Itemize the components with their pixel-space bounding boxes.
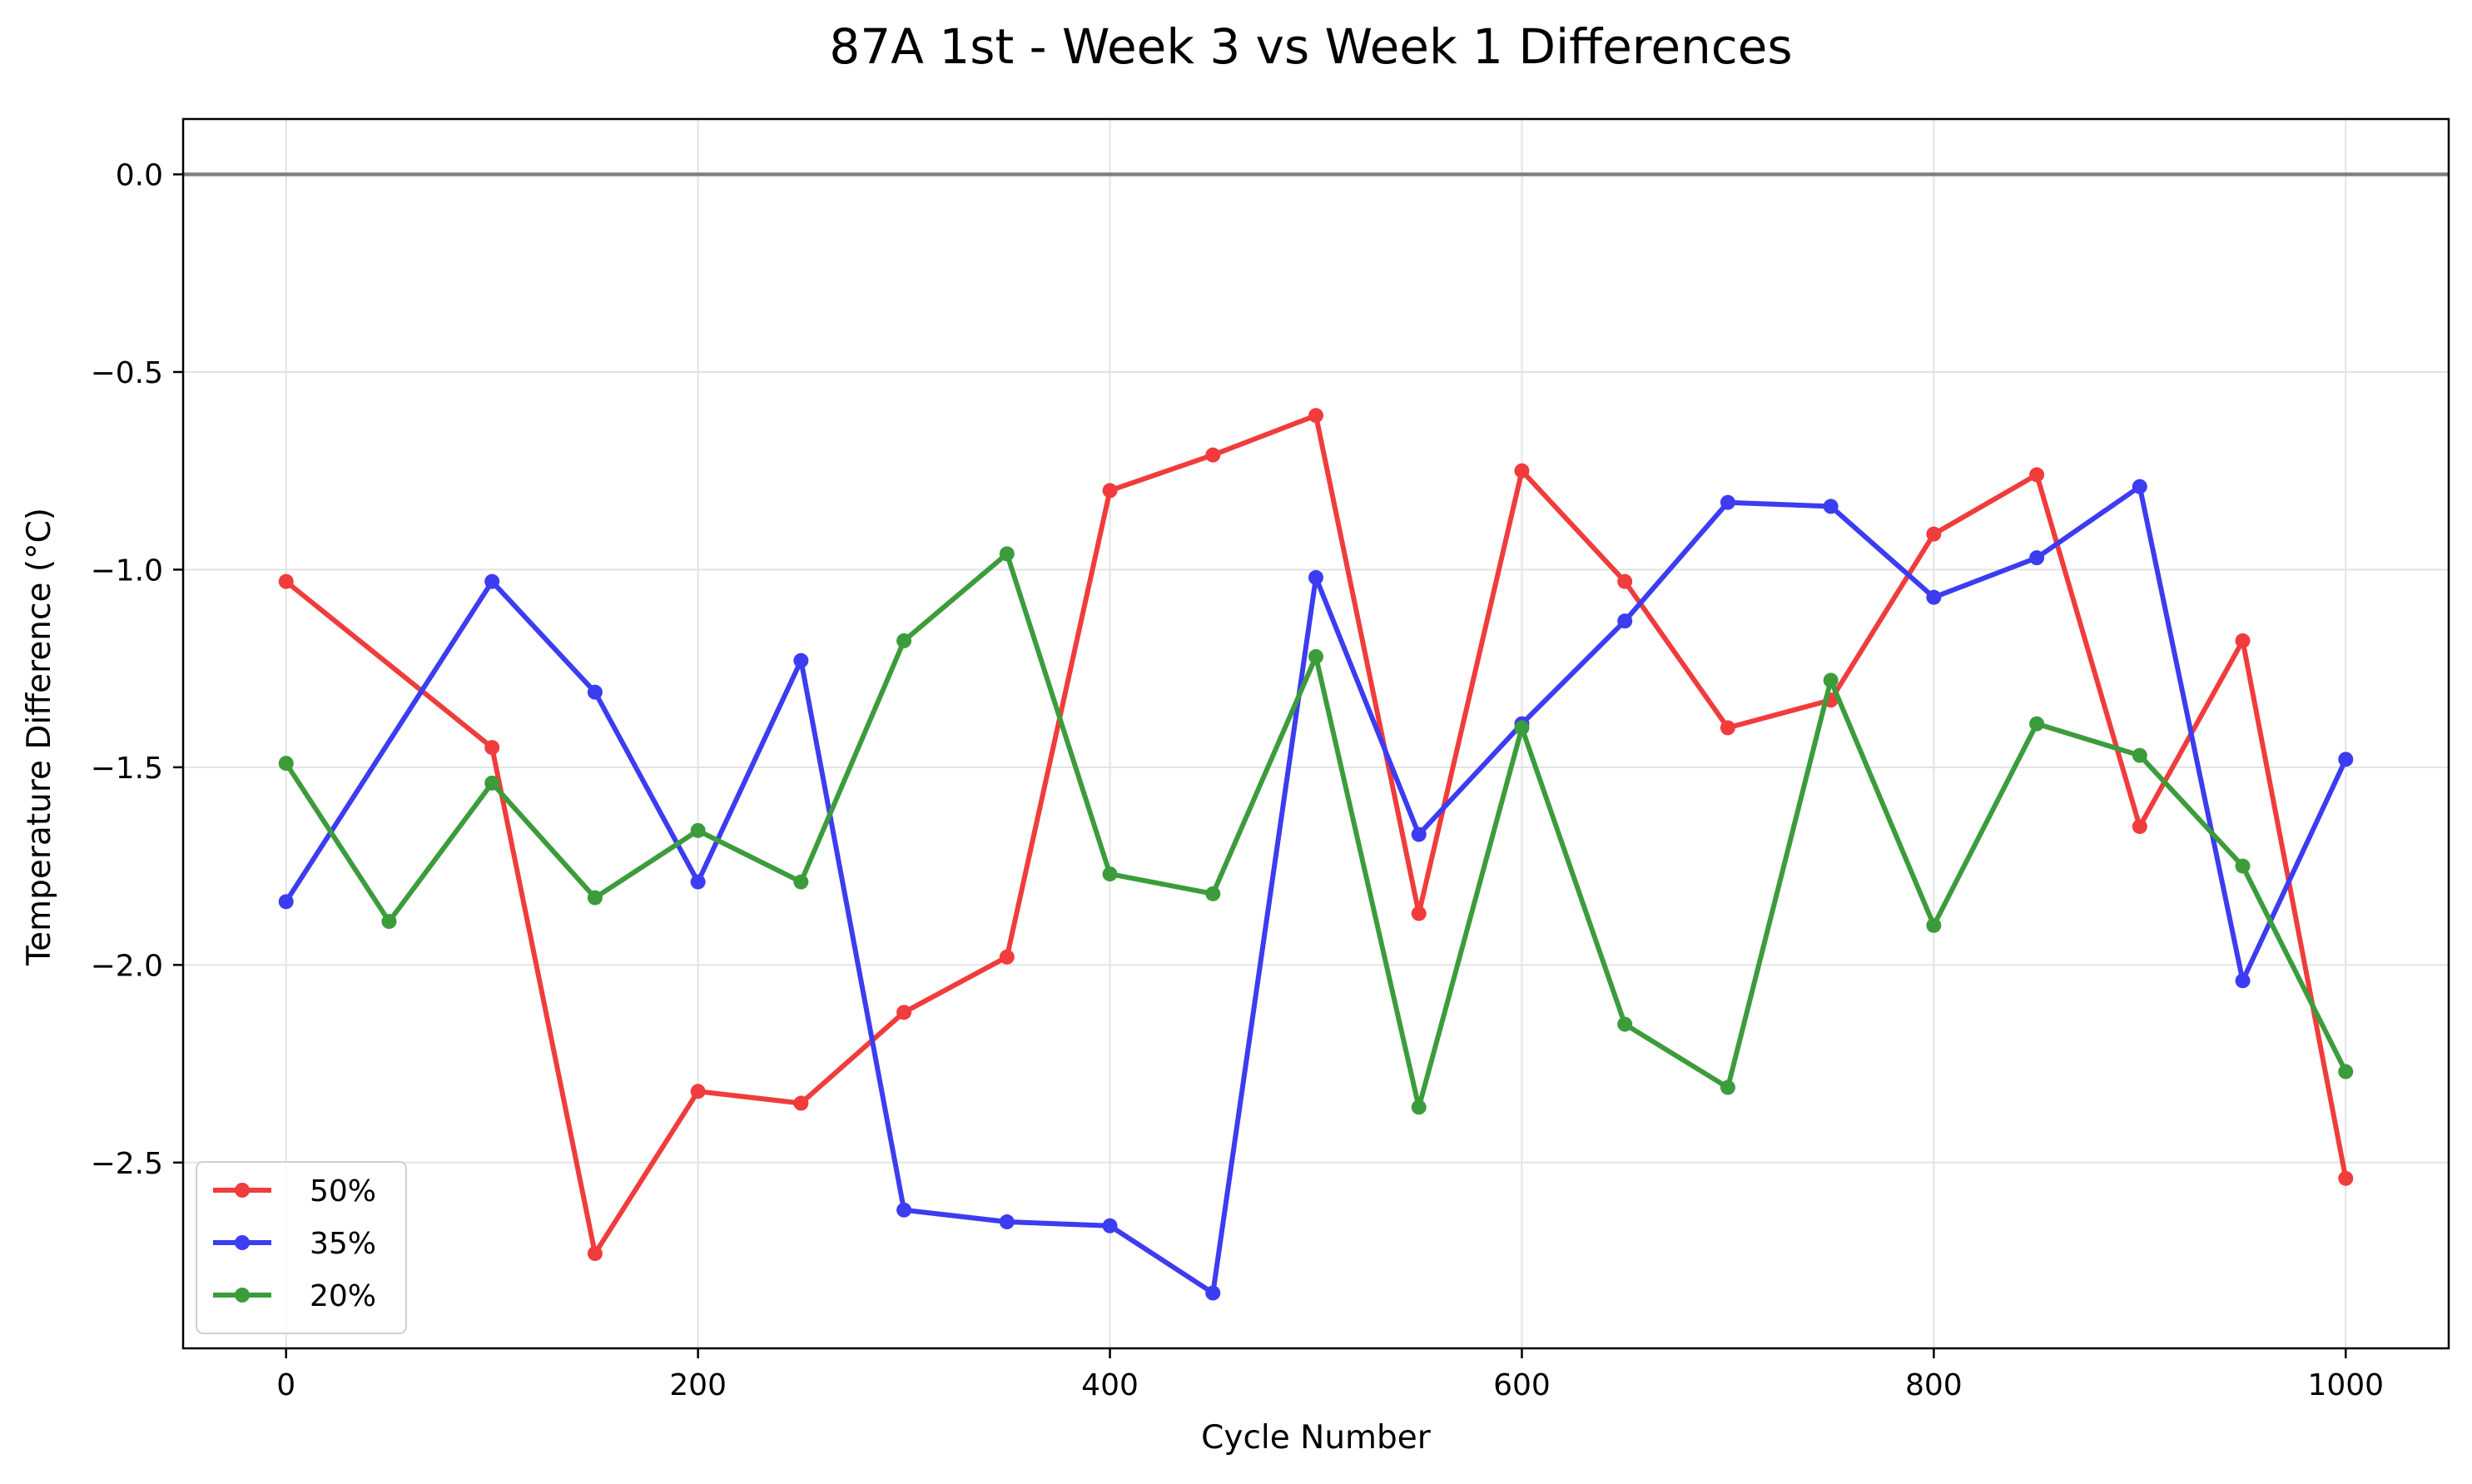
- y-tick-label: −2.0: [91, 949, 163, 983]
- data-point: [484, 775, 500, 791]
- chart-title: 87A 1st - Week 3 vs Week 1 Differences: [829, 18, 1792, 75]
- y-tick-label: −1.5: [91, 752, 163, 786]
- data-point: [999, 546, 1015, 562]
- data-point: [484, 740, 500, 756]
- x-tick-label: 600: [1493, 1368, 1551, 1402]
- legend-marker: [235, 1183, 250, 1198]
- x-tick-label: 0: [276, 1368, 295, 1402]
- y-axis-label: Temperature Difference (°C): [21, 508, 58, 966]
- data-point: [1411, 826, 1427, 842]
- x-tick-label: 400: [1081, 1368, 1139, 1402]
- data-point: [1720, 494, 1735, 510]
- data-point: [1102, 483, 1118, 499]
- y-tick-label: −2.5: [91, 1147, 163, 1181]
- data-point: [1514, 720, 1530, 736]
- data-point: [1308, 569, 1323, 585]
- legend-box: [196, 1161, 407, 1334]
- data-point: [381, 914, 397, 930]
- legend-label: 20%: [310, 1279, 376, 1313]
- data-point: [1102, 866, 1118, 882]
- data-point: [1411, 1099, 1427, 1115]
- data-point: [1411, 906, 1427, 921]
- data-point: [896, 633, 912, 648]
- data-point: [278, 573, 294, 589]
- data-point: [2338, 752, 2354, 767]
- data-point: [793, 874, 809, 890]
- data-point: [999, 1214, 1015, 1230]
- data-point: [2029, 550, 2045, 566]
- series-3: [278, 546, 2354, 1115]
- legend-marker: [235, 1288, 250, 1303]
- data-point: [1720, 720, 1735, 736]
- data-point: [793, 653, 809, 668]
- data-point: [1617, 1016, 1633, 1032]
- data-point: [896, 1005, 912, 1020]
- data-point: [2132, 747, 2147, 763]
- data-point: [1308, 648, 1323, 664]
- data-point: [587, 890, 603, 906]
- plot-frame: [181, 117, 2450, 1350]
- legend-marker: [235, 1235, 250, 1250]
- data-point: [690, 1084, 706, 1099]
- data-point: [2235, 633, 2251, 648]
- data-point: [896, 1202, 912, 1218]
- data-point: [1823, 499, 1839, 514]
- y-tick-label: 0.0: [116, 158, 163, 192]
- data-point: [1308, 408, 1323, 424]
- data-point: [1926, 526, 1942, 542]
- data-point: [1205, 886, 1221, 901]
- data-point: [2029, 716, 2045, 732]
- data-point: [1926, 589, 1942, 605]
- y-tick-label: −1.0: [91, 553, 163, 588]
- y-tick-label: −0.5: [91, 356, 163, 390]
- data-point: [2338, 1064, 2354, 1079]
- axis-ticks: 0 200 400 600 800 1000 0.0 −0.5 −1.0 −1.5 −2.0 −2.5: [91, 158, 2385, 1402]
- data-point: [2132, 479, 2147, 494]
- data-point: [1514, 463, 1530, 479]
- data-point: [1926, 917, 1942, 933]
- data-point: [690, 822, 706, 838]
- data-series: [278, 408, 2354, 1301]
- legend-label: 50%: [310, 1174, 376, 1209]
- legend-label: 35%: [310, 1227, 376, 1261]
- data-point: [2338, 1170, 2354, 1186]
- data-point: [278, 894, 294, 910]
- data-point: [690, 874, 706, 890]
- data-point: [587, 684, 603, 700]
- x-tick-label: 800: [1905, 1368, 1963, 1402]
- data-point: [1205, 447, 1221, 463]
- data-point: [793, 1095, 809, 1111]
- series-line: [283, 484, 2349, 1296]
- data-point: [484, 573, 500, 589]
- data-point: [2235, 973, 2251, 989]
- data-point: [999, 949, 1015, 965]
- series-line: [283, 551, 2349, 1110]
- data-point: [278, 756, 294, 772]
- data-point: [1720, 1079, 1735, 1095]
- data-point: [1823, 673, 1839, 688]
- data-point: [1205, 1285, 1221, 1301]
- x-tick-label: 200: [669, 1368, 727, 1402]
- data-point: [2029, 467, 2045, 483]
- x-tick-label: 1000: [2307, 1368, 2384, 1402]
- data-point: [2132, 819, 2147, 835]
- series-1: [278, 408, 2354, 1262]
- data-point: [1617, 573, 1633, 589]
- data-point: [2235, 858, 2251, 874]
- data-point: [1617, 613, 1633, 629]
- grid-lines: [183, 119, 2449, 1348]
- legend: 50% 35% 20%: [196, 1161, 407, 1334]
- series-2: [278, 479, 2354, 1301]
- series-line: [283, 413, 2349, 1256]
- data-point: [587, 1246, 603, 1262]
- x-axis-label: Cycle Number: [1201, 1419, 1432, 1457]
- data-point: [1102, 1218, 1118, 1233]
